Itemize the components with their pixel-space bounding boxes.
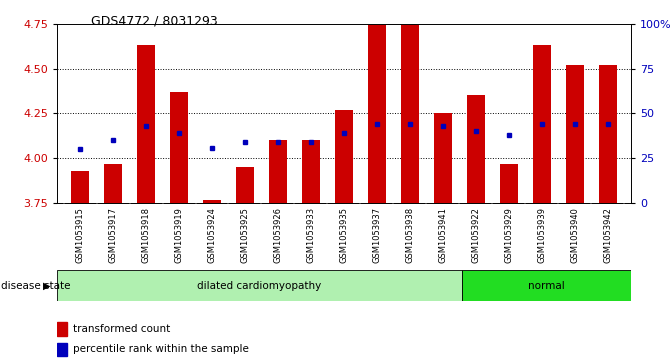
Text: ▶: ▶: [43, 281, 50, 291]
Text: GSM1053935: GSM1053935: [340, 207, 348, 263]
Bar: [368, 25, 386, 203]
Bar: [57, 322, 66, 336]
Bar: [71, 171, 89, 203]
Bar: [104, 164, 122, 203]
Bar: [269, 140, 287, 203]
Bar: [137, 45, 155, 203]
Bar: [57, 270, 462, 301]
Text: dilated cardiomyopathy: dilated cardiomyopathy: [197, 281, 321, 291]
Bar: [57, 343, 66, 356]
Text: GSM1053937: GSM1053937: [372, 207, 381, 263]
Text: GSM1053924: GSM1053924: [207, 207, 217, 262]
Text: GSM1053938: GSM1053938: [405, 207, 414, 263]
Text: GSM1053919: GSM1053919: [174, 207, 184, 262]
Text: GSM1053939: GSM1053939: [537, 207, 546, 263]
Bar: [203, 200, 221, 203]
Bar: [170, 92, 188, 203]
Bar: [462, 270, 631, 301]
Text: GSM1053926: GSM1053926: [274, 207, 282, 263]
Text: GSM1053942: GSM1053942: [603, 207, 612, 262]
Text: GSM1053917: GSM1053917: [109, 207, 117, 263]
Bar: [599, 65, 617, 203]
Bar: [566, 65, 584, 203]
Text: GSM1053922: GSM1053922: [471, 207, 480, 262]
Text: transformed count: transformed count: [72, 324, 170, 334]
Text: GSM1053918: GSM1053918: [142, 207, 150, 263]
Text: normal: normal: [528, 281, 565, 291]
Text: GSM1053929: GSM1053929: [504, 207, 513, 262]
Text: disease state: disease state: [1, 281, 70, 291]
Bar: [401, 25, 419, 203]
Bar: [467, 95, 485, 203]
Text: GSM1053915: GSM1053915: [76, 207, 85, 262]
Text: GSM1053925: GSM1053925: [240, 207, 250, 262]
Bar: [236, 167, 254, 203]
Text: GSM1053941: GSM1053941: [438, 207, 448, 262]
Bar: [500, 164, 518, 203]
Bar: [335, 110, 353, 203]
Text: GSM1053940: GSM1053940: [570, 207, 579, 262]
Bar: [533, 45, 551, 203]
Bar: [302, 140, 320, 203]
Text: percentile rank within the sample: percentile rank within the sample: [72, 344, 248, 354]
Text: GSM1053933: GSM1053933: [307, 207, 315, 263]
Bar: [433, 113, 452, 203]
Text: GDS4772 / 8031293: GDS4772 / 8031293: [91, 15, 217, 28]
